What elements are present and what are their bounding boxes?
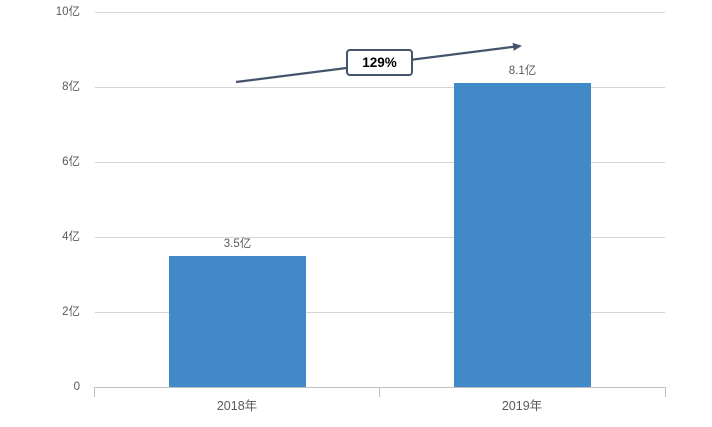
bar-group-2019: 8.1亿	[454, 12, 591, 387]
bar-group-2018: 3.5亿	[169, 12, 306, 387]
y-axis-label: 0	[73, 381, 80, 393]
x-axis-label-2018: 2018年	[216, 399, 258, 413]
x-axis-line	[94, 387, 666, 388]
gridline	[95, 312, 665, 313]
data-label-2019: 8.1亿	[508, 65, 537, 77]
y-axis-label: 6亿	[62, 156, 80, 168]
y-axis-label: 8亿	[62, 81, 80, 93]
y-axis-label: 2亿	[62, 306, 80, 318]
growth-rate-label: 129%	[362, 55, 397, 70]
gridline	[95, 12, 665, 13]
y-axis-label: 10亿	[55, 6, 80, 18]
x-axis-label-2019: 2019年	[501, 399, 543, 413]
axis-tick	[379, 387, 380, 397]
axis-tick	[665, 387, 666, 397]
data-label-2018: 3.5亿	[223, 238, 252, 250]
bar-2019[interactable]	[454, 83, 591, 387]
growth-rate-callout[interactable]: 129%	[346, 49, 413, 76]
axis-tick	[94, 387, 95, 397]
gridline	[95, 87, 665, 88]
gridline	[95, 162, 665, 163]
bar-2018[interactable]	[169, 256, 306, 387]
gridline	[95, 237, 665, 238]
y-axis-label: 4亿	[62, 231, 80, 243]
